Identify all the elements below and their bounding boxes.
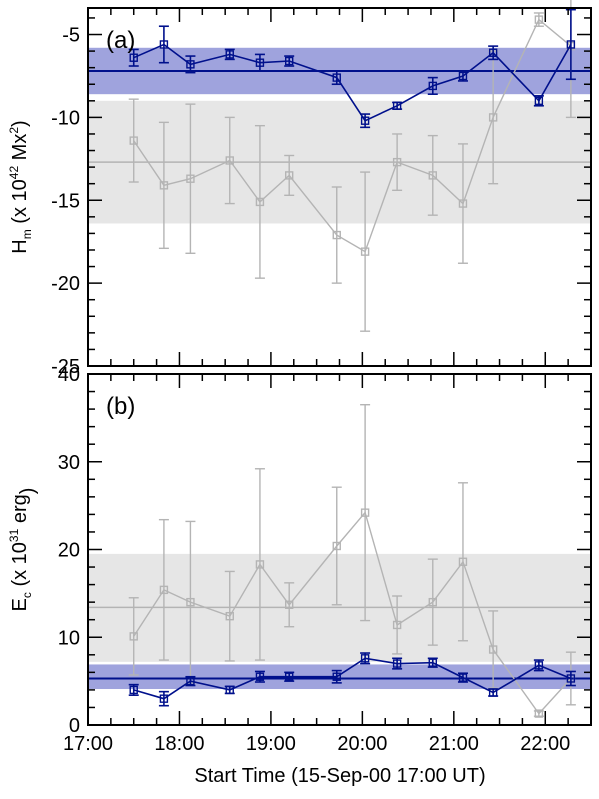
data-point-blue xyxy=(428,658,437,667)
data-point-gray xyxy=(159,181,169,190)
data-point-blue xyxy=(255,58,265,67)
data-point-blue xyxy=(129,53,138,62)
series-line-gray xyxy=(133,511,572,715)
data-point-gray xyxy=(255,197,265,207)
data-point-blue xyxy=(488,688,498,697)
series-line-blue xyxy=(133,43,572,122)
data-point-gray xyxy=(428,171,437,180)
data-point-blue xyxy=(458,71,468,81)
data-point-blue xyxy=(458,673,468,682)
data-point-blue xyxy=(428,81,437,91)
panel-a: -25 -20 -15 -10 -5 (a) Hm (x 1042 Mx2) xyxy=(7,0,592,378)
y-tick-label: -25 xyxy=(51,356,80,378)
data-point-blue xyxy=(225,50,234,59)
x-tick-label: 20:00 xyxy=(337,733,387,755)
data-point-blue xyxy=(225,685,234,695)
data-point-blue xyxy=(186,60,195,69)
y-tick-label: 0 xyxy=(69,715,80,737)
data-point-gray xyxy=(392,157,402,167)
data-point-blue xyxy=(566,40,576,49)
panel-b: 0 10 20 30 40 17:00 18:00 19:00 20:00 21:00 22:00 (… xyxy=(7,364,592,755)
data-point-gray xyxy=(129,632,138,641)
data-point-blue xyxy=(392,659,402,668)
y-tick-label: -5 xyxy=(62,25,80,47)
data-point-blue xyxy=(186,676,195,686)
data-point-gray xyxy=(225,156,234,165)
panel-label: (a) xyxy=(106,27,135,54)
data-point-gray xyxy=(285,171,294,180)
data-point-gray xyxy=(129,136,138,145)
data-point-blue xyxy=(129,685,138,695)
data-point-gray xyxy=(458,199,468,208)
data-point-gray xyxy=(186,597,195,607)
data-point-blue xyxy=(332,672,341,681)
data-point-gray xyxy=(225,611,234,621)
data-point-blue xyxy=(159,694,169,703)
data-point-gray xyxy=(458,557,468,566)
series-line-gray xyxy=(133,18,572,253)
data-point-blue xyxy=(285,56,294,66)
data-point-gray xyxy=(428,597,437,607)
x-tick-label: 22:00 xyxy=(520,733,570,755)
y-tick-label: 40 xyxy=(58,364,80,386)
x-tick-label: 21:00 xyxy=(429,733,479,755)
x-tick-label: 17:00 xyxy=(63,733,113,755)
data-point-blue xyxy=(159,40,169,49)
data-point-gray xyxy=(392,620,402,630)
data-point-blue xyxy=(534,96,544,106)
y-tick-label: 30 xyxy=(58,452,80,474)
data-point-gray xyxy=(488,113,498,122)
data-point-gray xyxy=(332,541,341,551)
data-point-gray xyxy=(360,247,370,256)
y-tick-label: -20 xyxy=(51,273,80,295)
data-point-blue xyxy=(534,661,544,670)
data-point-blue xyxy=(285,672,294,681)
series-line-blue xyxy=(133,657,572,700)
data-point-gray xyxy=(360,508,370,517)
data-point-gray xyxy=(488,645,498,654)
y-tick-label: -10 xyxy=(51,107,80,129)
data-point-blue xyxy=(566,674,576,683)
x-tick-label: 19:00 xyxy=(246,733,296,755)
data-point-gray xyxy=(332,230,341,240)
data-point-gray xyxy=(159,585,169,595)
data-point-gray xyxy=(186,174,195,183)
data-point-gray xyxy=(534,15,544,24)
y-tick-label: -15 xyxy=(51,190,80,212)
data-point-gray xyxy=(255,560,265,569)
x-tick-label: 18:00 xyxy=(154,733,204,755)
data-point-blue xyxy=(360,116,370,125)
data-point-blue xyxy=(360,654,370,663)
y-tick-label: 10 xyxy=(58,627,80,649)
data-point-blue xyxy=(488,48,498,57)
y-axis-label: Ec (x 1031 erg) xyxy=(7,488,39,612)
y-tick-label: 20 xyxy=(58,540,80,562)
band-blue xyxy=(88,664,591,690)
x-axis-label: Start Time (15-Sep-00 17:00 UT) xyxy=(194,765,485,787)
data-point-blue xyxy=(392,101,402,110)
y-axis-label: Hm (x 1042 Mx2) xyxy=(7,120,34,253)
data-point-blue xyxy=(332,73,341,82)
data-point-gray xyxy=(285,600,294,609)
panel-label: (b) xyxy=(106,393,135,420)
data-point-gray xyxy=(534,709,544,718)
data-point-blue xyxy=(255,672,265,681)
